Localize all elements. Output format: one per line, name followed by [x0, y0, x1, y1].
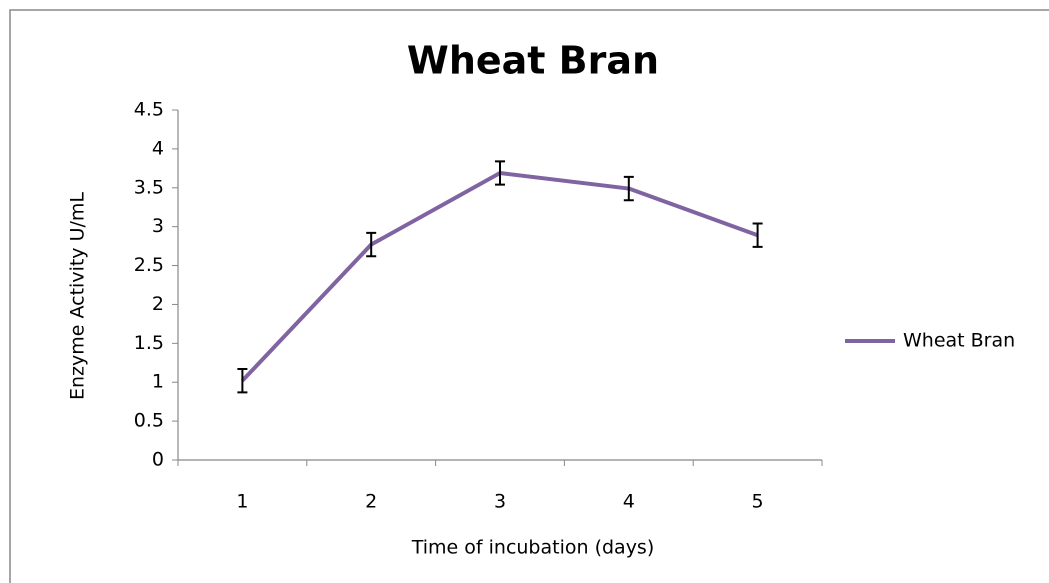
x-tick-label: 1 — [236, 491, 248, 513]
y-axis-label: Enzyme Activity U/mL — [67, 192, 89, 400]
x-axis-label: Time of incubation (days) — [411, 537, 655, 559]
y-tick-label: 4 — [152, 137, 164, 159]
error-bar — [495, 160, 505, 186]
error-bar — [752, 222, 763, 248]
error-bar — [366, 231, 377, 258]
y-tick-label: 1.5 — [134, 332, 164, 354]
y-tick-label: 3 — [152, 215, 164, 237]
x-tick-label: 5 — [752, 491, 764, 513]
y-tick-label: 3.5 — [134, 176, 164, 198]
error-bar — [237, 368, 248, 394]
chart-frame — [9, 9, 1049, 583]
error-bar — [623, 175, 634, 202]
y-tick-label: 1 — [152, 371, 164, 393]
legend-label: Wheat Bran — [903, 330, 1015, 352]
x-tick-label: 4 — [623, 491, 635, 513]
y-tick-label: 0 — [152, 449, 164, 471]
y-tick-label: 2 — [152, 293, 164, 315]
x-tick-label: 2 — [365, 491, 377, 513]
y-tick-label: 2.5 — [134, 254, 164, 276]
chart-title: Wheat Bran — [407, 39, 659, 83]
x-tick-label: 3 — [494, 491, 506, 513]
y-tick-label: 0.5 — [134, 410, 164, 432]
y-tick-label: 4.5 — [134, 99, 164, 121]
